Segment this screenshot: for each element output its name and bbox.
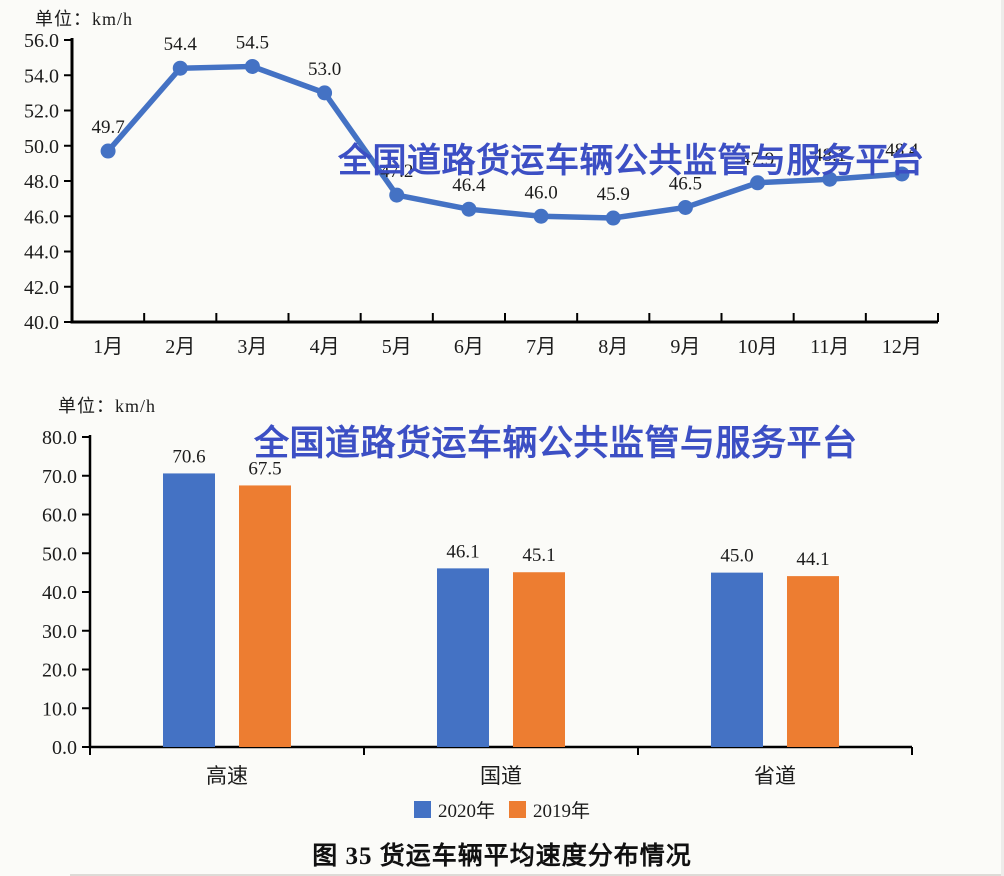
y-tick-label: 52.0 — [24, 101, 59, 123]
bar-value-label: 45.0 — [720, 546, 753, 567]
bar-chart-legend: 2020年 2019年 — [0, 796, 1001, 823]
line-chart-unit-label: 单位：km/h — [35, 9, 134, 29]
data-point — [172, 60, 188, 76]
figure-caption: 图 35 货运车辆平均速度分布情况 — [312, 843, 692, 870]
legend-item-2020年: 2020年 — [413, 796, 495, 823]
y-tick-label: 44.0 — [24, 242, 59, 264]
data-point — [244, 58, 260, 74]
line-chart: 40.0 42.0 44.0 46.0 48.0 50.0 52.0 54.0 56.0 1月 2月… — [24, 30, 939, 358]
data-label: 49.7 — [91, 117, 124, 138]
data-point — [317, 85, 333, 101]
bar-value-label: 46.1 — [446, 541, 479, 562]
data-label: 48.1 — [813, 145, 846, 166]
y-tick-label: 42.0 — [24, 277, 59, 299]
data-label: 46.0 — [524, 182, 557, 203]
bar-value-label: 45.1 — [522, 545, 555, 566]
x-category-label: 省道 — [754, 764, 796, 788]
y-tick-label: 54.0 — [24, 65, 59, 87]
bar-2020年 — [711, 572, 763, 747]
data-label: 47.2 — [380, 161, 413, 182]
legend-label: 2020年 — [437, 801, 495, 822]
x-category-label: 8月 — [598, 336, 628, 358]
data-label: 46.4 — [452, 175, 486, 196]
bar-value-label: 67.5 — [248, 458, 281, 479]
data-point — [677, 199, 693, 215]
legend-swatch — [509, 801, 526, 818]
bar-2019年 — [787, 576, 839, 747]
x-category-label: 11月 — [810, 336, 849, 358]
data-point — [822, 171, 838, 187]
y-tick-label: 60.0 — [42, 505, 77, 527]
y-tick-label: 30.0 — [42, 621, 77, 643]
y-tick-label: 40.0 — [24, 312, 59, 334]
x-category-label: 国道 — [480, 764, 522, 788]
data-label: 47.9 — [741, 149, 774, 170]
x-category-label: 1月 — [93, 336, 123, 358]
x-category-label: 10月 — [738, 336, 778, 358]
y-tick-label: 20.0 — [42, 660, 77, 682]
bar-value-label: 44.1 — [796, 549, 829, 570]
bar-2019年 — [513, 572, 565, 747]
y-tick-label: 80.0 — [42, 427, 77, 449]
y-tick-label: 46.0 — [24, 206, 59, 228]
legend-label: 2019年 — [533, 801, 591, 822]
data-point — [100, 143, 116, 159]
watermark-bottom: 全国道路货运车辆公共监管与服务平台 — [254, 424, 858, 463]
y-tick-label: 56.0 — [24, 30, 59, 52]
data-label: 54.5 — [236, 32, 269, 53]
data-point — [605, 210, 621, 226]
bar-2019年 — [239, 485, 291, 747]
y-tick-label: 0.0 — [52, 737, 77, 759]
legend-item-2019年: 2019年 — [509, 796, 590, 823]
data-label: 45.9 — [597, 184, 630, 205]
data-point — [750, 175, 766, 191]
data-point — [894, 166, 910, 182]
y-tick-label: 70.0 — [42, 466, 77, 488]
bar-value-label: 70.6 — [172, 446, 205, 467]
y-tick-label: 10.0 — [42, 698, 77, 720]
x-category-label: 高速 — [206, 764, 248, 788]
watermark-top: 全国道路货运车辆公共监管与服务平台 — [338, 142, 925, 180]
bar-chart: 0.0 10.0 20.0 30.0 40.0 50.0 60.0 70.0 80.0 高速 国道 省… — [42, 427, 913, 788]
y-tick-label: 48.0 — [24, 171, 59, 193]
y-tick-label: 50.0 — [24, 136, 59, 158]
data-label: 48.4 — [885, 140, 919, 161]
x-category-label: 7月 — [526, 336, 556, 358]
y-tick-label: 50.0 — [42, 543, 77, 565]
data-label: 54.4 — [164, 34, 198, 55]
y-tick-label: 40.0 — [42, 582, 77, 604]
x-category-label: 12月 — [882, 336, 922, 358]
x-category-label: 3月 — [237, 336, 267, 358]
bar-2020年 — [163, 473, 215, 747]
x-category-label: 4月 — [310, 336, 340, 358]
x-category-label: 6月 — [454, 336, 484, 358]
x-category-label: 2月 — [165, 336, 195, 358]
data-point — [389, 187, 405, 203]
x-category-label: 5月 — [382, 336, 412, 358]
bar-chart-unit-label: 单位：km/h — [58, 396, 157, 416]
data-point — [533, 208, 549, 224]
data-label: 53.0 — [308, 59, 341, 80]
legend-swatch — [413, 801, 431, 818]
line-series — [105, 63, 905, 221]
bar-2020年 — [437, 568, 489, 747]
data-label: 46.5 — [669, 173, 702, 194]
data-point — [461, 201, 477, 217]
x-category-label: 9月 — [670, 336, 700, 358]
